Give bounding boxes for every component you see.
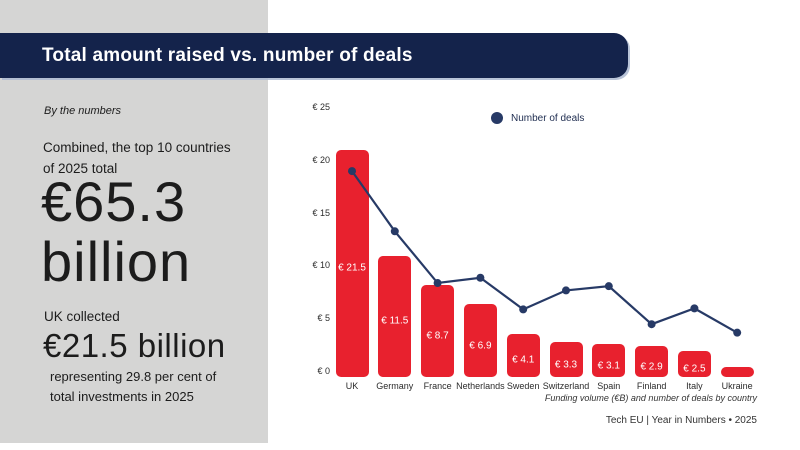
uk-note-line-2: total investments in 2025 (50, 389, 194, 404)
headline-total: €65.3 billion (41, 172, 191, 292)
uk-collected-value: €21.5 billion (43, 327, 226, 364)
deals-point-netherlands (476, 273, 485, 282)
chart-legend: Number of deals (491, 112, 584, 124)
y-axis-tick-label: € 20 (312, 154, 330, 165)
chart-caption: Funding volume (€B) and number of deals … (544, 393, 757, 403)
kicker-text: By the numbers (44, 105, 122, 117)
uk-note: representing 29.8 per cent of total inve… (50, 367, 216, 407)
bar-finland (635, 346, 669, 377)
legend-dot-icon (491, 112, 503, 124)
uk-note-line-1: representing 29.8 per cent of (50, 369, 217, 384)
deals-point-germany (390, 227, 399, 236)
bar-value-label: € 2.9 (640, 361, 663, 373)
bar-spain (592, 344, 626, 377)
x-axis-label-ukraine: Ukraine (721, 381, 753, 391)
deals-point-spain (604, 282, 613, 291)
x-axis-label-netherlands: Netherlands (456, 381, 505, 391)
x-axis-label-france: France (423, 381, 452, 391)
headline-total-unit: billion (41, 230, 192, 293)
x-axis-label-germany: Germany (376, 381, 414, 391)
y-axis-tick-label: € 10 (312, 260, 330, 271)
deals-point-italy (690, 304, 699, 313)
headline-total-value: €65.3 (41, 170, 187, 233)
y-axis-tick-label: € 25 (312, 102, 330, 112)
bar-value-label: € 8.7 (426, 330, 449, 342)
bar-switzerland (549, 342, 583, 377)
slide-footer: Tech EU | Year in Numbers • 2025 (605, 415, 757, 426)
bar-value-label: € 2.5 (683, 363, 706, 375)
bar-italy (677, 350, 711, 377)
x-axis-label-uk: UK (345, 381, 359, 391)
x-axis-label-sweden: Sweden (506, 381, 540, 391)
title-bar: Total amount raised vs. number of deals (0, 33, 628, 78)
deals-point-sweden (519, 305, 528, 314)
legend-label: Number of deals (511, 112, 585, 124)
intro-line-2: of 2025 total (43, 161, 118, 176)
y-axis-tick-label: € 5 (317, 313, 330, 324)
x-axis-label-finland: Finland (636, 381, 667, 391)
bar-value-label: € 4.1 (512, 354, 535, 366)
x-axis-label-switzerland: Switzerland (542, 381, 590, 391)
deals-point-ukraine (733, 328, 742, 337)
deals-point-switzerland (562, 286, 570, 295)
y-axis-tick-label: € 0 (317, 366, 330, 376)
bar-ukraine (720, 367, 754, 377)
bar-value-label: € 11.5 (381, 315, 409, 327)
intro-text: Combined, the top 10 countries of 2025 t… (43, 137, 231, 179)
bar-value-label: € 6.9 (469, 340, 492, 352)
bar-value-label: € 3.3 (554, 359, 578, 371)
intro-line-1: Combined, the top 10 countries (43, 140, 231, 155)
page-title: Total amount raised vs. number of deals (42, 44, 413, 66)
bar-sweden (506, 333, 540, 377)
y-axis-tick-label: € 15 (312, 207, 330, 218)
bar-value-label: € 21.5 (338, 262, 366, 274)
uk-collected-label: UK collected (44, 309, 120, 324)
bar-value-label: € 3.1 (597, 360, 620, 372)
deals-point-finland (647, 320, 656, 329)
x-axis-label-spain: Spain (597, 381, 621, 391)
x-axis-label-italy: Italy (686, 381, 703, 391)
